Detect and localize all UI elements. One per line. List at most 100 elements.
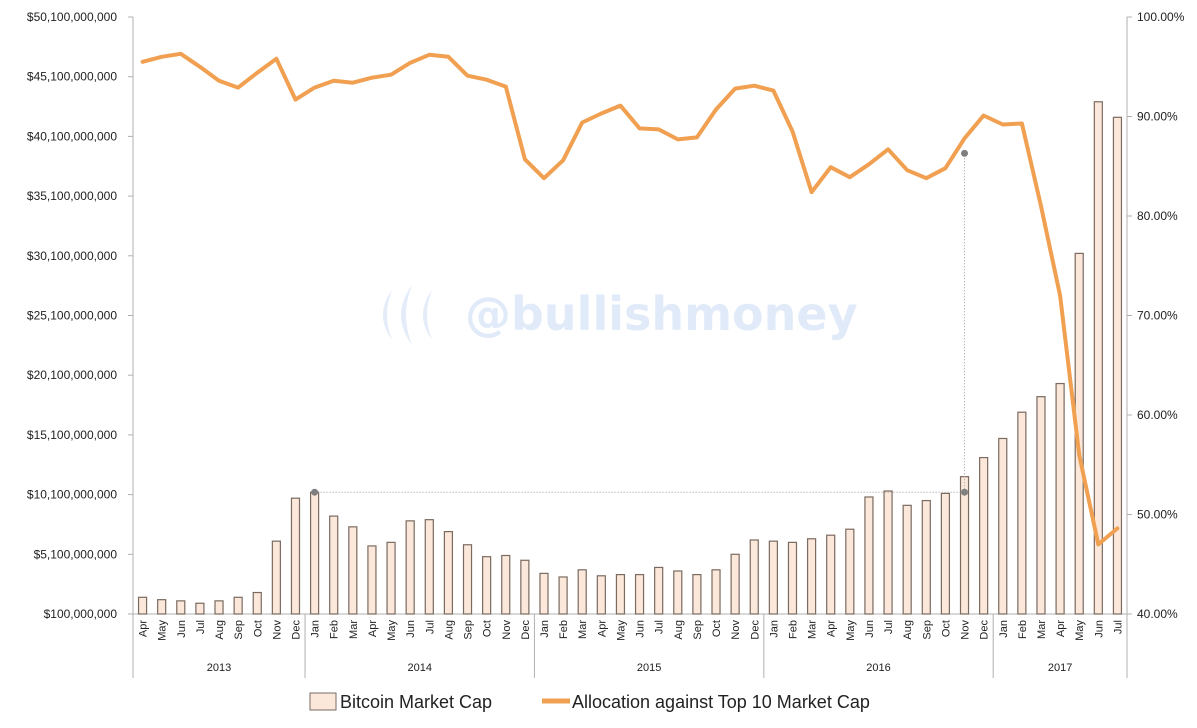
x-tick-label: Nov — [271, 620, 283, 640]
bar — [806, 538, 817, 615]
left-tick-label: $45,100,000,000 — [27, 70, 117, 84]
x-tick-label: Sep — [233, 620, 245, 640]
bar — [157, 599, 167, 615]
x-tick-label: Aug — [443, 620, 455, 640]
bar — [577, 569, 587, 615]
x-tick-label: Jan — [310, 620, 322, 638]
bar — [845, 528, 855, 615]
x-tick-label: Mar — [577, 620, 589, 639]
left-axis-ticks: $100,000,000 $5,100,000,000 $10,100,000,00… — [27, 10, 133, 621]
right-axis-ticks: 40.00% 50.00% 60.00% 70.00% 80.00% 90.00% 100.… — [1127, 10, 1185, 621]
x-tick-label: Apr — [367, 620, 379, 637]
bar — [979, 456, 989, 615]
x-tick-label: Aug — [673, 620, 685, 640]
bar — [195, 602, 205, 615]
x-tick-label: Feb — [329, 620, 341, 639]
bar-series — [137, 101, 1123, 615]
bar — [367, 545, 377, 615]
x-tick-label: Nov — [501, 620, 513, 640]
x-tick-label: Sep — [921, 620, 933, 640]
bar — [673, 570, 683, 615]
left-tick-label: $15,100,000,000 — [27, 428, 117, 442]
bar — [386, 541, 396, 615]
bar — [1036, 396, 1046, 615]
guide-dot-start — [311, 488, 319, 496]
bar — [443, 531, 454, 615]
x-tick-label: Jul — [195, 620, 207, 634]
bar — [654, 566, 664, 615]
year-label: 2016 — [866, 662, 890, 674]
x-tick-label: Jul — [654, 620, 666, 634]
bar — [482, 556, 492, 615]
bar — [921, 499, 931, 615]
year-label: 2013 — [207, 662, 231, 674]
bar — [405, 520, 415, 615]
x-tick-label: Feb — [1017, 620, 1029, 639]
guide-dot-top — [961, 149, 969, 157]
right-tick-label: 80.00% — [1137, 209, 1178, 223]
x-tick-label: Sep — [692, 620, 704, 640]
bar — [424, 519, 434, 615]
x-tick-label: Apr — [138, 620, 150, 637]
left-tick-label: $10,100,000,000 — [27, 488, 117, 502]
watermark: @bullishmoney — [383, 285, 858, 345]
bar — [883, 490, 893, 615]
year-label: 2015 — [637, 662, 661, 674]
left-tick-label: $25,100,000,000 — [27, 309, 117, 323]
x-tick-label: Jul — [883, 620, 895, 634]
x-tick-label: Jun — [176, 620, 188, 638]
bar — [787, 541, 798, 615]
x-tick-label: May — [615, 620, 627, 641]
left-tick-label: $5,100,000,000 — [34, 547, 118, 561]
left-tick-label: $50,100,000,000 — [27, 10, 117, 24]
watermark-text: @bullishmoney — [465, 287, 858, 341]
x-tick-label: Feb — [558, 620, 570, 639]
year-label: 2014 — [407, 662, 431, 674]
x-tick-label: Dec — [520, 620, 532, 640]
right-tick-label: 90.00% — [1137, 110, 1178, 124]
bar — [634, 573, 645, 615]
bar — [233, 596, 243, 615]
legend: Bitcoin Market Cap Allocation against To… — [309, 692, 870, 712]
bar — [902, 504, 912, 615]
bar — [309, 491, 320, 615]
bar — [959, 476, 970, 615]
bar — [749, 539, 759, 615]
x-tick-label: Jun — [635, 620, 647, 638]
x-tick-label: Jun — [864, 620, 876, 638]
year-label: 2017 — [1048, 662, 1072, 674]
bar — [711, 569, 721, 615]
bar — [940, 492, 951, 615]
right-tick-label: 60.00% — [1137, 408, 1178, 422]
bar — [998, 437, 1008, 615]
right-tick-label: 70.00% — [1137, 309, 1178, 323]
x-tick-label: Nov — [730, 620, 742, 640]
x-tick-label: Jan — [539, 620, 551, 638]
left-tick-label: $40,100,000,000 — [27, 129, 117, 143]
left-tick-label: $30,100,000,000 — [27, 249, 117, 263]
x-tick-label: Jul — [1112, 620, 1124, 634]
right-tick-label: 100.00% — [1137, 10, 1185, 24]
line-series — [140, 51, 1120, 547]
bar — [176, 600, 186, 615]
bar — [137, 596, 148, 615]
left-tick-label: $35,100,000,000 — [27, 189, 117, 203]
bar — [462, 544, 473, 615]
steem-logo-icon — [383, 285, 432, 345]
bar — [348, 526, 358, 615]
x-tick-label: Dec — [979, 620, 991, 640]
right-tick-label: 50.00% — [1137, 508, 1178, 522]
bar — [864, 496, 874, 615]
bar — [615, 573, 626, 615]
year-labels: 2013 2014 2015 2016 2017 — [132, 614, 1128, 678]
x-tick-label: Mar — [1036, 620, 1048, 639]
x-tick-label: Apr — [596, 620, 608, 637]
x-tick-label: Jan — [768, 620, 780, 638]
x-tick-label: Oct — [711, 620, 723, 637]
x-tick-label: Jun — [405, 620, 417, 638]
left-tick-label: $20,100,000,000 — [27, 368, 117, 382]
bar — [1017, 411, 1027, 615]
bar — [252, 591, 262, 615]
